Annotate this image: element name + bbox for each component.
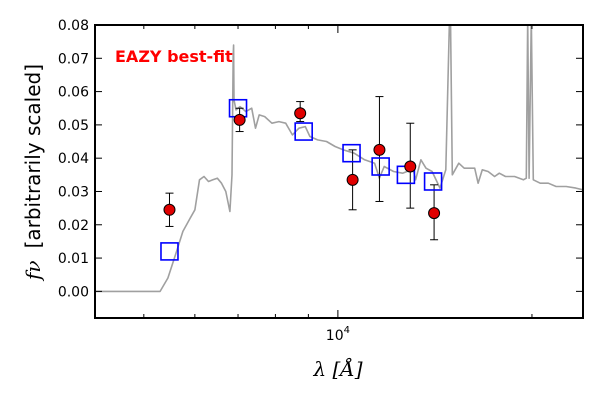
y-tick-label: 0.05 <box>58 118 89 134</box>
x-tick-label: 104 <box>326 325 350 344</box>
observed-point <box>294 107 307 120</box>
y-tick-label: 0.07 <box>58 51 89 67</box>
observed-point <box>373 143 386 156</box>
observed-point <box>163 203 176 216</box>
model-band-point <box>423 172 443 191</box>
chart-annotation: EAZY best-fit <box>115 47 233 66</box>
y-tick-label: 0.04 <box>58 151 89 167</box>
observed-point <box>346 173 359 186</box>
y-axis-label: fν [arbitrarily scaled] <box>21 64 45 282</box>
y-tick-label: 0.06 <box>58 85 89 101</box>
observed-point <box>428 207 441 220</box>
y-tick-label: 0.03 <box>58 184 89 200</box>
svg-text:fν [arbitrarily scaled]: fν [arbitrarily scaled] <box>21 64 45 282</box>
y-tick-label: 0.01 <box>58 251 89 267</box>
y-tick-label: 0.02 <box>58 218 89 234</box>
model-band-point <box>371 157 390 176</box>
observed-point <box>233 113 246 126</box>
model-band-point <box>294 122 313 141</box>
x-axis-label: λ [Å] <box>312 356 362 381</box>
observed-point <box>404 160 417 173</box>
y-axis-text: [arbitrarily scaled] <box>21 64 45 248</box>
model-band-point <box>342 143 361 163</box>
plot-frame <box>94 24 584 319</box>
y-tick-label: 0.08 <box>58 18 89 34</box>
model-band-point <box>160 242 179 261</box>
y-tick-label: 0.00 <box>58 284 89 300</box>
y-axis-symbol: fν <box>21 260 45 282</box>
sed-model-curve <box>95 25 583 293</box>
